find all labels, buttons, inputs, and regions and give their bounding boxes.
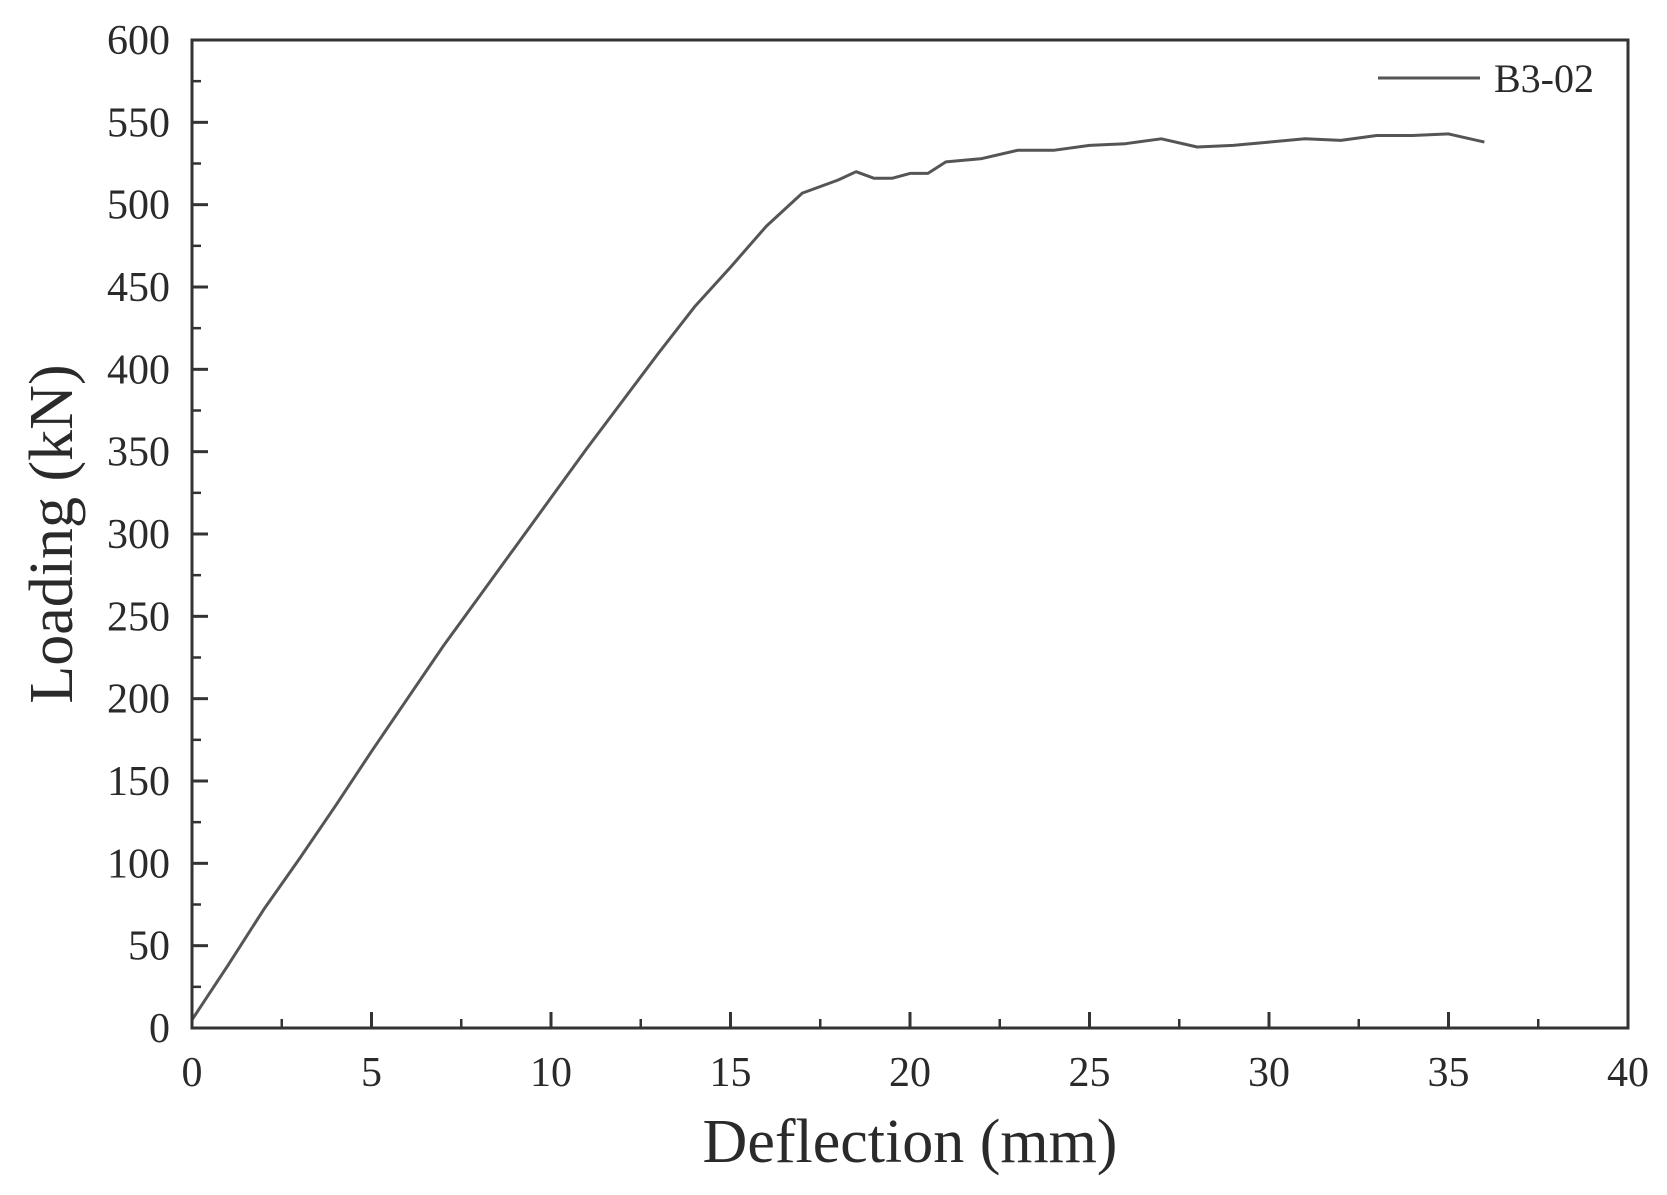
x-tick-label: 25 xyxy=(1069,1050,1111,1096)
plot-frame xyxy=(190,38,1630,1030)
series-line-b3-02 xyxy=(190,132,1485,1021)
y-tick-label: 200 xyxy=(107,677,170,723)
x-tick-label: 30 xyxy=(1248,1050,1290,1096)
x-tick-label: 5 xyxy=(361,1050,382,1096)
y-tick-label: 250 xyxy=(107,594,170,640)
y-axis-title: Loading (kN) xyxy=(18,364,86,703)
y-tick-label: 600 xyxy=(107,18,170,64)
labels-layer: 0 5 10 15 20 25 30 35 40050100150200250300350400… xyxy=(107,18,1649,1096)
y-tick-label: 500 xyxy=(107,183,170,229)
x-axis-title: Deflection (mm) xyxy=(703,1108,1118,1176)
y-tick-label: 150 xyxy=(107,759,170,805)
ticks-layer xyxy=(190,38,1630,1030)
x-tick-label: 10 xyxy=(530,1050,572,1096)
y-tick-label: 350 xyxy=(107,430,170,476)
legend-label: B3-02 xyxy=(1494,56,1594,101)
y-tick-label: 450 xyxy=(107,265,170,311)
y-tick-label: 400 xyxy=(107,347,170,393)
x-tick-label: 0 xyxy=(182,1050,203,1096)
x-tick-label: 15 xyxy=(710,1050,752,1096)
legend: B3-02 xyxy=(1378,56,1594,101)
y-tick-label: 0 xyxy=(149,1006,170,1052)
x-tick-label: 40 xyxy=(1607,1050,1649,1096)
x-tick-label: 35 xyxy=(1428,1050,1470,1096)
y-tick-label: 50 xyxy=(128,924,170,970)
y-tick-label: 100 xyxy=(107,841,170,887)
x-tick-label: 20 xyxy=(889,1050,931,1096)
y-tick-label: 550 xyxy=(107,100,170,146)
series-layer xyxy=(190,132,1485,1021)
y-tick-label: 300 xyxy=(107,512,170,558)
